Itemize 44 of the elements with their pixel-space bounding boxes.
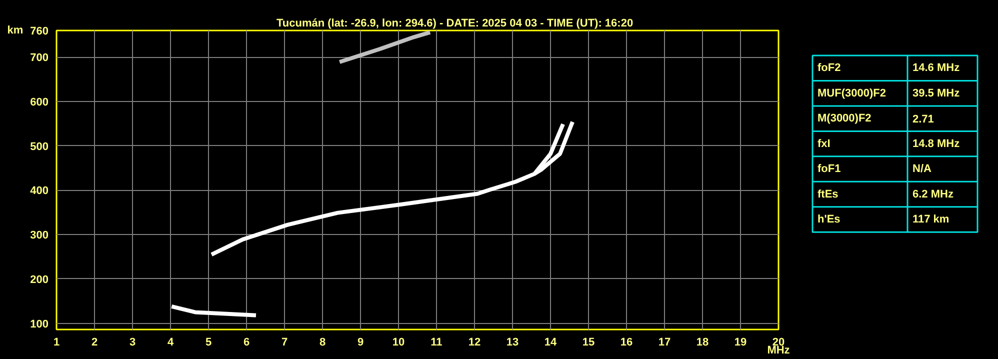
x-tick-label: 19 (734, 336, 747, 348)
text: 14.8 MHz (912, 138, 960, 150)
category-label: ftEs (818, 188, 838, 200)
text: 39.5 MHz (912, 87, 960, 100)
category-label: foF2 (818, 62, 841, 74)
chart-title: Tucumán (lat: -26.9, lon: 294.6) - DATE: 2025 04 03 - TIME (UT): 16:20 (276, 18, 634, 30)
x-tick-label: 17 (658, 336, 671, 348)
x-tick-label: 15 (582, 336, 595, 348)
y-tick-label: 200 (30, 274, 49, 286)
x-tick-label: 10 (392, 336, 405, 348)
x-tick-label: 13 (506, 336, 519, 348)
x-tick-label: 4 (167, 336, 174, 348)
x-tick-label: 7 (281, 336, 288, 348)
category-label: h'Es (818, 214, 840, 226)
text: 117 km (912, 214, 950, 226)
y-tick-label: 300 (30, 230, 49, 242)
y-axis-title: km (7, 24, 24, 36)
x-tick-label: 3 (129, 336, 136, 348)
x-tick-label: 8 (319, 336, 326, 348)
text: N/A (912, 163, 932, 176)
y-tick-label: 100 (30, 318, 49, 330)
x-tick-label: 18 (696, 336, 709, 348)
y-tick-label: 760 (30, 26, 49, 38)
y-tick-label: 700 (30, 52, 49, 64)
y-tick-label: 500 (30, 140, 49, 153)
category-label: MUF(3000)F2 (818, 87, 886, 100)
x-tick-label: 14 (544, 336, 558, 348)
x-tick-label: 1 (53, 336, 60, 348)
x-tick-label: 16 (620, 336, 633, 348)
category-label: fxI (818, 138, 830, 150)
text: 14.6 MHz (912, 62, 960, 74)
x-tick-label: 5 (205, 336, 212, 348)
category-label: foF1 (818, 163, 841, 176)
category-label: M(3000)F2 (818, 112, 872, 125)
x-tick-label: 9 (357, 336, 364, 348)
x-tick-label: 6 (243, 336, 250, 348)
x-tick-label: 12 (468, 336, 481, 348)
x-tick-label: 2 (91, 336, 98, 348)
y-tick-label: 400 (30, 185, 49, 198)
y-tick-label: 600 (30, 96, 49, 108)
text: 2.71 (912, 114, 934, 126)
x-tick-label: 11 (430, 336, 442, 348)
x-axis-title: MHz (767, 344, 790, 356)
text: 6.2 MHz (912, 188, 954, 200)
